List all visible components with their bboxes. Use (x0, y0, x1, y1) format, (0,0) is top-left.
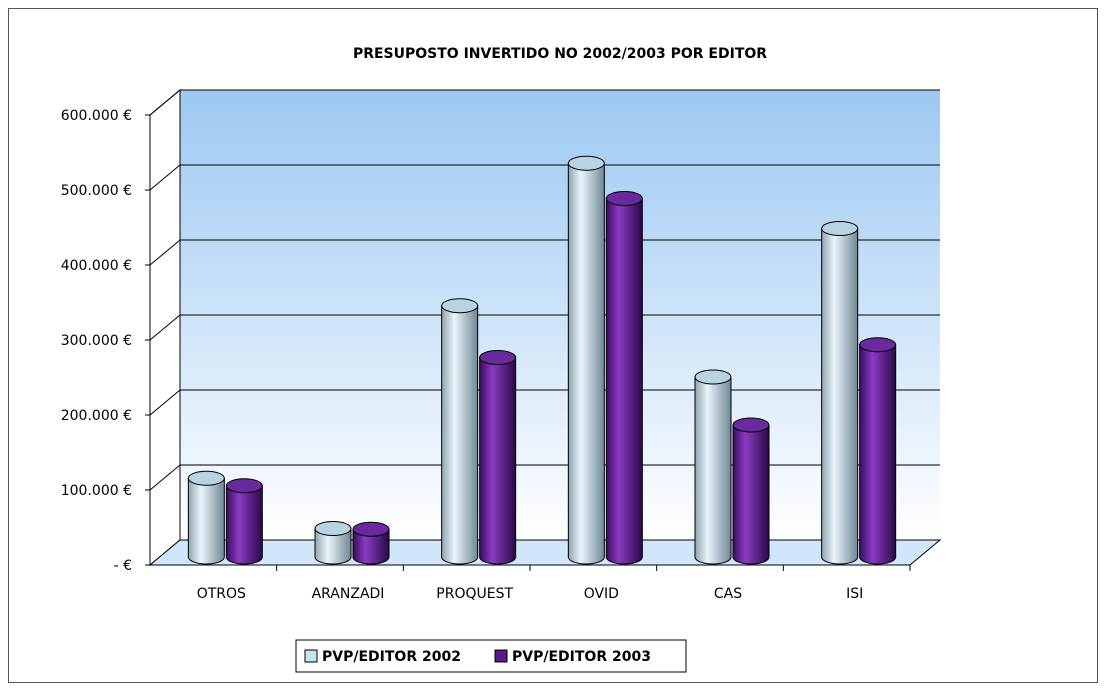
legend-box (295, 639, 687, 673)
gridline (149, 89, 940, 116)
x-tick-label: PROQUEST (436, 586, 513, 602)
chart-title: PRESUPOSTO INVERTIDO NO 2002/2003 POR ED… (353, 46, 767, 62)
bar-otros-2002 (187, 470, 225, 565)
x-tick-label: CAS (714, 586, 742, 602)
x-tick-label: ISI (846, 586, 863, 602)
bar-cas-2003 (732, 417, 770, 565)
bar-ovid-2002 (567, 155, 605, 565)
x-axis-ticks: OTROS ARANZADI PROQUEST OVID CAS ISI (197, 565, 911, 602)
bar-ovid-2003 (605, 191, 643, 565)
legend-label-2002: PVP/EDITOR 2002 (322, 649, 461, 665)
y-axis-ticks: - € 100.000 € 200.000 € 300.000 € 400.000 € 5… (61, 108, 151, 574)
gridline (149, 164, 940, 191)
y-tick-label: 300.000 € (61, 333, 132, 349)
gridline (149, 314, 940, 341)
y-tick-label: - € (114, 558, 132, 574)
gridline (149, 389, 940, 416)
y-tick-label: 500.000 € (61, 183, 132, 199)
x-tick-label: ARANZADI (312, 586, 385, 602)
bars (187, 155, 897, 565)
x-tick-label: OVID (584, 586, 619, 602)
y-tick-label: 400.000 € (61, 258, 132, 274)
y-tick-label: 600.000 € (61, 108, 132, 124)
bar-proquest-2002 (441, 298, 479, 565)
y-tick-label: 100.000 € (61, 483, 132, 499)
bar-proquest-2003 (479, 350, 517, 565)
gridlines (149, 89, 940, 491)
legend-swatch-2002 (304, 649, 318, 663)
legend: PVP/EDITOR 2002 PVP/EDITOR 2003 (295, 639, 687, 673)
legend-label-2003: PVP/EDITOR 2003 (512, 649, 651, 665)
legend-swatch-2003 (494, 649, 508, 663)
bar-isi-2003 (859, 337, 897, 565)
gridline (149, 464, 940, 491)
bar-isi-2002 (821, 221, 859, 565)
gridline (149, 239, 940, 266)
bar-cas-2002 (694, 369, 732, 565)
bar-aranzadi-2002 (314, 521, 352, 565)
bar-aranzadi-2003 (352, 521, 390, 565)
x-tick-label: OTROS (197, 586, 246, 602)
bar-otros-2003 (225, 478, 263, 565)
y-tick-label: 200.000 € (61, 408, 132, 424)
